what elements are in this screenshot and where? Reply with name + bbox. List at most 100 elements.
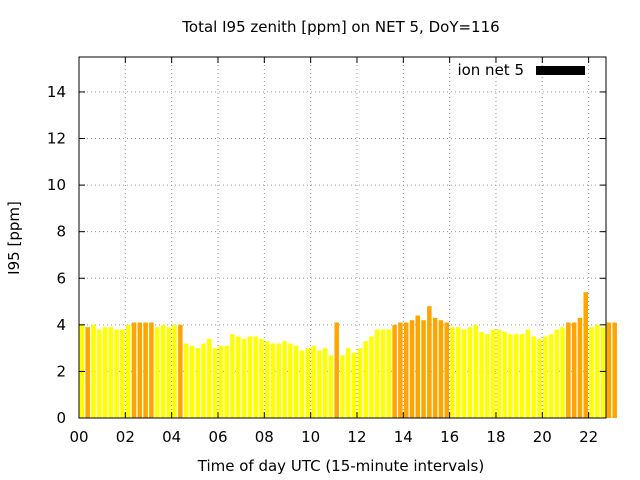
bar: [334, 322, 339, 418]
legend: ion net 5: [457, 61, 585, 79]
y-tick-label: 4: [56, 316, 66, 334]
bar: [131, 322, 137, 418]
bar: [369, 336, 374, 418]
bar: [91, 324, 96, 418]
bar: [97, 329, 102, 418]
x-axis-label: Time of day UTC (15-minute intervals): [197, 457, 484, 475]
bar: [282, 341, 287, 418]
bar: [224, 345, 229, 418]
bar: [380, 329, 386, 418]
bar: [600, 327, 606, 418]
bar: [525, 329, 531, 418]
bar: [189, 345, 195, 418]
bar: [566, 322, 571, 418]
bar: [403, 322, 409, 418]
y-tick-labels: 0 2 4 6 8 10 12 14: [47, 83, 66, 427]
bar: [288, 343, 293, 418]
bar: [218, 345, 224, 418]
y-tick-label: 12: [47, 130, 66, 148]
bar: [259, 338, 264, 418]
bar: [438, 320, 444, 418]
bar: [508, 334, 513, 418]
bar: [554, 329, 560, 418]
x-tick-label: 14: [394, 428, 413, 446]
y-tick-label: 6: [56, 269, 66, 287]
bar: [502, 331, 507, 418]
bar: [415, 315, 421, 418]
bar: [432, 317, 438, 418]
bar: [560, 327, 565, 418]
bar: [548, 334, 554, 418]
bar: [479, 331, 484, 418]
bar: [513, 334, 519, 418]
bar: [490, 329, 496, 418]
bar: [485, 334, 490, 418]
bar: [496, 329, 502, 418]
bars: [79, 292, 617, 418]
bar: [444, 322, 450, 418]
bar: [108, 327, 114, 418]
bar: [241, 338, 247, 418]
bar: [583, 292, 588, 418]
bar: [207, 338, 212, 418]
bar: [450, 327, 455, 418]
y-tick-label: 14: [47, 83, 66, 101]
bar: [531, 336, 536, 418]
x-tick-label: 22: [579, 428, 598, 446]
bar: [386, 329, 392, 418]
bar: [270, 343, 276, 418]
bar: [120, 329, 125, 418]
bar: [589, 327, 594, 418]
bar: [137, 322, 143, 418]
grid-lines: [79, 57, 606, 418]
x-tick-label: 00: [69, 428, 88, 446]
bar: [537, 338, 542, 418]
bar: [456, 327, 461, 418]
bar: [612, 322, 617, 418]
bar: [595, 324, 600, 418]
x-tick-label: 12: [347, 428, 366, 446]
bar: [114, 329, 119, 418]
bar: [247, 336, 253, 418]
x-tick-labels: 00 02 04 06 08 10 12 14 16 18 20 22: [69, 428, 598, 446]
bar: [461, 329, 467, 418]
chart-title: Total I95 zenith [ppm] on NET 5, DoY=116: [181, 18, 499, 36]
bar: [253, 336, 258, 418]
bar: [519, 334, 525, 418]
bar: [299, 350, 305, 418]
bar: [154, 327, 160, 418]
y-tick-label: 2: [56, 362, 66, 380]
bar: [149, 322, 154, 418]
bar: [201, 343, 206, 418]
bar: [328, 355, 334, 418]
bar: [346, 348, 351, 418]
y-tick-label: 8: [56, 223, 66, 241]
x-tick-label: 20: [533, 428, 552, 446]
bar: [409, 320, 415, 418]
bar: [102, 327, 108, 418]
legend-label: ion net 5: [457, 61, 524, 79]
x-tick-label: 16: [440, 428, 459, 446]
bar: [351, 352, 357, 418]
bar: [357, 348, 363, 418]
y-axis-label: I95 [ppm]: [5, 201, 23, 275]
bar: [293, 345, 299, 418]
bar: [542, 336, 548, 418]
x-tick-label: 04: [162, 428, 181, 446]
bar: [230, 334, 235, 418]
bar: [235, 336, 241, 418]
x-tick-label: 02: [116, 428, 135, 446]
x-tick-label: 18: [486, 428, 505, 446]
bar: [264, 341, 270, 418]
bar: [125, 324, 131, 418]
x-tick-label: 06: [208, 428, 227, 446]
x-tick-label: 10: [301, 428, 320, 446]
bar: [571, 322, 577, 418]
bar: [212, 348, 218, 418]
bar: [340, 355, 345, 418]
x-tick-label: 08: [255, 428, 274, 446]
bar: [322, 348, 328, 418]
bar: [317, 350, 322, 418]
bar: [473, 324, 478, 418]
